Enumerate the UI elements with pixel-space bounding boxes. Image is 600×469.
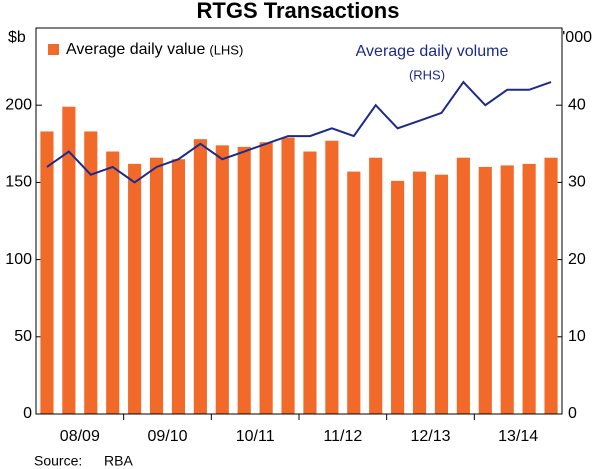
- bar: [106, 151, 120, 414]
- bar: [62, 106, 76, 414]
- x-tick-label: 08/09: [60, 428, 100, 445]
- bar: [215, 145, 229, 414]
- legend-swatch: [48, 44, 59, 55]
- plot-frame: [35, 27, 563, 415]
- bar: [259, 142, 273, 415]
- y-tick-label: 0: [23, 405, 32, 422]
- y-unit: $b: [8, 29, 26, 46]
- y2-unit: '000: [562, 29, 592, 46]
- y2-tick-label: 30: [568, 174, 586, 191]
- bar: [149, 157, 164, 415]
- x-tick-label: 11/12: [323, 428, 362, 445]
- y-tick-label: 150: [5, 174, 32, 191]
- bar: [456, 157, 470, 415]
- x-tick-label: 12/13: [410, 428, 450, 445]
- bar: [237, 146, 251, 414]
- bar: [281, 137, 295, 414]
- bar: [434, 174, 449, 414]
- source-label: Source:: [34, 453, 82, 469]
- line: [46, 80, 552, 184]
- bar: [500, 165, 514, 414]
- legend-label: Average daily volume: [356, 43, 509, 60]
- y2-tick-label: 0: [568, 405, 577, 422]
- y2-tick-label: 20: [568, 251, 586, 268]
- bar: [391, 180, 405, 414]
- bar: [193, 139, 207, 414]
- legend-label: Average daily value: [66, 41, 205, 58]
- y2-tick-label: 10: [568, 328, 586, 345]
- legend-annotation: (RHS): [409, 67, 445, 82]
- x-tick-label: 10/11: [236, 428, 275, 445]
- x-tick-label: 13/14: [498, 428, 538, 445]
- bar: [128, 163, 142, 414]
- bar: [303, 151, 317, 414]
- bar: [412, 171, 427, 414]
- y-tick-label: 50: [14, 328, 32, 345]
- bar: [171, 159, 186, 414]
- bar: [522, 163, 536, 414]
- chart-title: RTGS Transactions: [197, 0, 400, 23]
- bar: [347, 171, 361, 414]
- bar: [369, 157, 383, 415]
- source: RBA: [104, 453, 133, 469]
- y-tick-label: 200: [5, 96, 32, 113]
- x-tick-label: 09/10: [147, 428, 187, 445]
- y2-tick-label: 40: [568, 96, 586, 113]
- y-tick-label: 100: [5, 251, 32, 268]
- legend-annotation: (LHS): [209, 42, 243, 57]
- bar: [544, 157, 558, 415]
- bar: [84, 131, 98, 414]
- bar: [40, 131, 54, 414]
- bar: [478, 166, 492, 414]
- bar: [325, 140, 339, 414]
